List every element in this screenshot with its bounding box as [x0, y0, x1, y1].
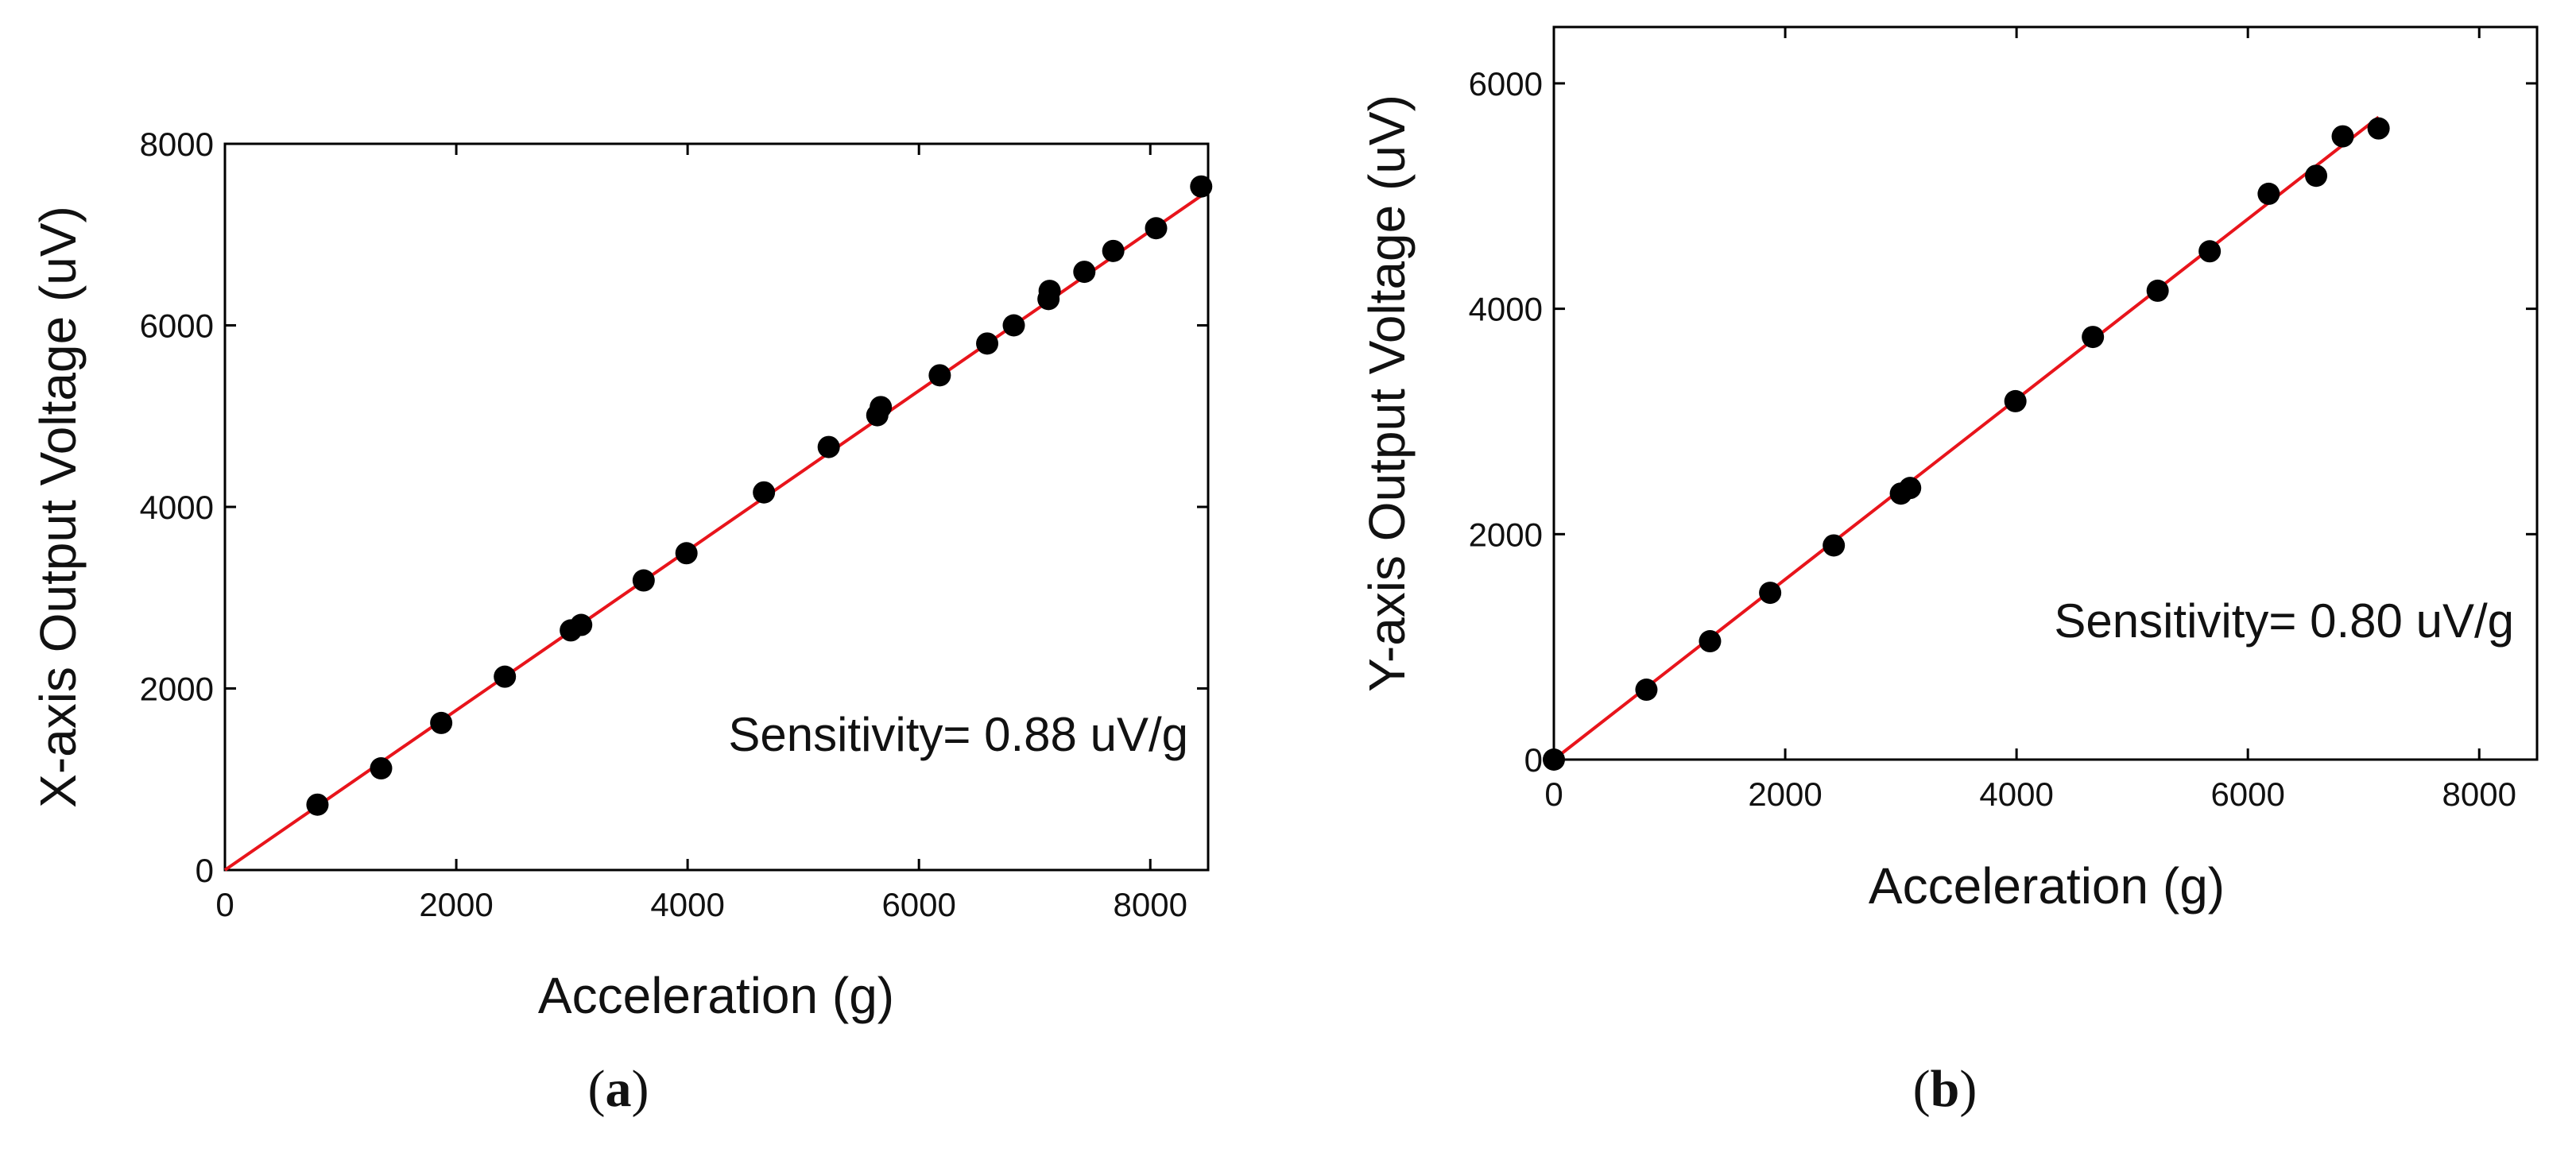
data-point-a-11 — [870, 396, 893, 419]
data-point-a-2 — [430, 711, 453, 734]
y-tick-label-a-2: 4000 — [140, 489, 214, 526]
panel-label-b-letter: b — [1931, 1060, 1960, 1118]
sensitivity-annotation-a: Sensitivity= 0.88 uV/g — [728, 708, 1188, 761]
plot-frame-b — [1552, 25, 2539, 761]
data-point-a-7 — [675, 542, 698, 565]
x-ticks-b: 0 2000 4000 6000 8000 — [1544, 27, 2516, 813]
y-ticks-a: 0 2000 4000 6000 8000 — [140, 126, 1208, 889]
data-point-b-13 — [2331, 125, 2354, 148]
panel-label-b: (b) — [1913, 1060, 1978, 1118]
chart-panel-b: 0 2000 4000 6000 8000 0 2000 4000 6000 Sensitiv… — [1358, 25, 2539, 1118]
data-point-a-6 — [632, 569, 655, 592]
y-tick-label-b-3: 6000 — [1469, 65, 1543, 102]
x-tick-label-a-3: 6000 — [881, 886, 955, 923]
x-tick-label-a-2: 4000 — [650, 886, 724, 923]
x-axis-title-b: Acceleration (g) — [1869, 857, 2225, 915]
data-points-b — [1543, 117, 2390, 771]
data-point-b-14 — [2367, 117, 2390, 140]
data-point-b-11 — [2257, 182, 2280, 205]
x-tick-label-b-1: 2000 — [1748, 775, 1822, 813]
y-axis-title-b: Y-axis Output Voltage (uV) — [1358, 95, 1416, 692]
data-point-b-3 — [1759, 582, 1782, 605]
x-axis-title-a: Acceleration (g) — [538, 967, 894, 1024]
y-ticks-b: 0 2000 4000 6000 — [1469, 65, 2537, 779]
x-tick-label-b-0: 0 — [1544, 775, 1563, 813]
data-point-a-0 — [306, 793, 329, 816]
y-axis-title-a: X-axis Output Voltage (uV) — [29, 206, 87, 808]
data-point-b-10 — [2198, 240, 2222, 263]
data-point-b-12 — [2305, 164, 2328, 188]
data-point-b-9 — [2146, 279, 2169, 302]
y-tick-label-b-2: 4000 — [1469, 291, 1543, 328]
data-point-b-7 — [2004, 389, 2027, 412]
x-tick-label-a-4: 8000 — [1114, 886, 1187, 923]
data-point-b-0 — [1543, 748, 1565, 771]
data-point-b-8 — [2082, 326, 2105, 349]
data-point-a-1 — [370, 757, 393, 780]
data-point-a-3 — [494, 665, 517, 688]
data-point-b-2 — [1699, 630, 1722, 653]
data-point-b-4 — [1823, 534, 1846, 557]
data-point-a-9 — [817, 435, 840, 458]
panel-label-a-letter: a — [606, 1060, 632, 1118]
fit-line-b — [1552, 115, 2380, 761]
data-point-b-6 — [1899, 477, 1922, 500]
x-tick-label-b-3: 6000 — [2210, 775, 2284, 813]
panel-label-a-close: ) — [632, 1060, 649, 1118]
x-ticks-a: 0 2000 4000 6000 8000 — [215, 144, 1187, 923]
y-tick-label-b-1: 2000 — [1469, 516, 1543, 553]
y-tick-label-a-1: 2000 — [140, 671, 214, 708]
data-point-b-1 — [1635, 679, 1658, 702]
data-point-a-18 — [1102, 239, 1125, 262]
data-point-a-12 — [928, 364, 951, 387]
data-points-a — [306, 175, 1213, 816]
chart-panel-a: 0 2000 4000 6000 8000 0 2000 4000 6000 8000 Sens… — [29, 126, 1213, 1118]
data-point-a-19 — [1145, 217, 1168, 240]
panel-label-a: (a) — [588, 1060, 649, 1118]
y-tick-label-b-0: 0 — [1524, 741, 1543, 779]
x-tick-label-a-0: 0 — [215, 886, 234, 923]
x-tick-label-a-1: 2000 — [419, 886, 493, 923]
data-point-a-14 — [1002, 314, 1025, 337]
x-tick-label-b-2: 4000 — [1979, 775, 2053, 813]
panel-label-b-close: ) — [1959, 1060, 1977, 1118]
fit-line-segment-b — [1552, 115, 2380, 761]
data-point-a-13 — [976, 332, 999, 355]
data-point-a-8 — [753, 481, 776, 504]
sensitivity-annotation-b: Sensitivity= 0.80 uV/g — [2054, 594, 2514, 648]
y-tick-label-a-0: 0 — [196, 852, 214, 889]
x-tick-label-b-4: 8000 — [2442, 775, 2516, 813]
data-point-a-17 — [1073, 261, 1096, 284]
data-point-a-16 — [1038, 280, 1061, 303]
y-tick-label-a-3: 6000 — [140, 307, 214, 345]
panel-label-a-open: ( — [588, 1060, 606, 1118]
data-point-a-20 — [1190, 175, 1213, 198]
panel-label-b-open: ( — [1913, 1060, 1931, 1118]
data-point-a-5 — [570, 613, 593, 636]
y-tick-label-a-4: 8000 — [140, 126, 214, 163]
